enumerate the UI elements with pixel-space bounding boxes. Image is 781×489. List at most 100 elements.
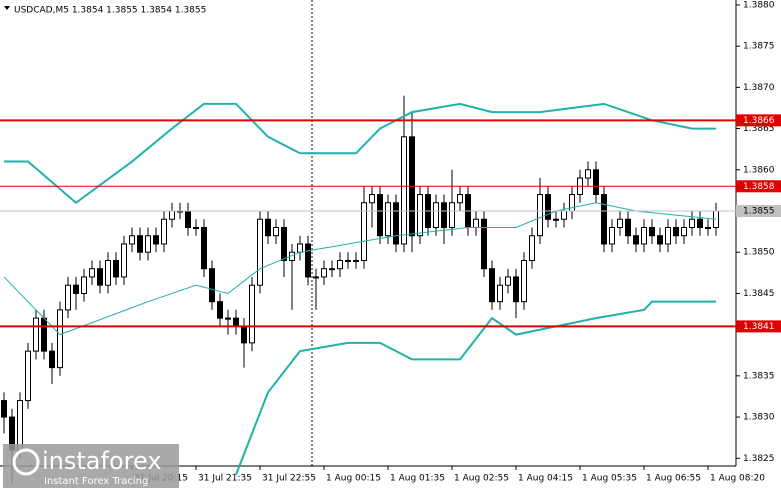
candle-body [529,235,535,261]
candle-body [145,235,151,253]
candle-body [233,317,239,327]
candle-body [17,400,23,451]
candle-body [513,276,519,303]
candle-body [649,226,655,237]
watermark-brand: instaforex [42,447,162,475]
level-label: 1.3866 [743,116,775,126]
candle-body [681,226,687,237]
candle-body [401,136,407,245]
candle-body [337,259,343,270]
candle-body [489,268,495,303]
candle-body [129,235,135,245]
candle-body [377,194,383,237]
candle-body [393,202,399,245]
y-tick-label: 1.3875 [743,42,775,52]
level-label: 1.3858 [743,182,775,192]
candle-body [225,317,231,320]
candle-body [193,226,199,229]
watermark: instaforex Instant Forex Tracing [3,444,179,488]
level-label: 1.3841 [743,322,775,332]
candle-body [657,235,663,245]
indicator-line [235,300,716,476]
title-icon [4,6,10,10]
candle-body [433,202,439,228]
watermark-logo [12,448,40,476]
candle-body [585,169,591,179]
candle-body [1,400,7,418]
candle-body [705,226,711,229]
candle-body [273,226,279,237]
candle-body [265,218,271,237]
candle-body [561,210,567,220]
candle-body [505,276,511,286]
candle-body [361,202,367,261]
candle-body [353,259,359,262]
chart-title: USDCAD,M5 1.3854 1.3855 1.3854 1.3855 [14,6,206,16]
candle-body [121,243,127,278]
candle-body [305,243,311,278]
y-tick-label: 1.3865 [743,124,775,134]
level-label-box [736,320,781,333]
bid-label: 1.3855 [743,207,775,217]
candle-body [329,268,335,271]
candle-body [521,259,527,303]
candle-body [481,218,487,270]
candle-body [185,210,191,228]
candle-body [417,194,423,237]
candle-body [345,259,351,262]
y-tick-label: 1.3870 [743,83,775,93]
candle-body [601,194,607,245]
candle-body [137,235,143,253]
candle-body [625,218,631,237]
x-tick-label: 1 Aug 02:55 [454,474,509,484]
y-tick-label: 1.3835 [743,371,775,381]
x-tick-label: 1 Aug 08:20 [710,474,765,484]
candle-body [457,194,463,204]
candle-body [545,194,551,220]
candle-body [201,226,207,270]
candle-body [313,276,319,279]
candle-body [105,259,111,286]
candle-body [81,276,87,294]
candle-body [113,259,119,278]
candle-body [697,218,703,228]
candle-body [593,169,599,196]
candle-body [633,235,639,245]
candle-body [321,268,327,278]
candle-body [25,350,31,402]
watermark-slogan: Instant Forex Tracing [44,476,148,487]
candle-body [41,317,47,352]
indicator-line [4,102,716,205]
candle-body [209,268,215,303]
candle-body [257,218,263,286]
bid-label-box [736,205,781,218]
y-tick-label: 1.3830 [743,413,775,423]
candle-body [689,218,695,228]
indicator-line [3,202,717,336]
candle-body [169,210,175,220]
candle-body [617,218,623,228]
candle-body [33,317,39,352]
candle-body [297,243,303,253]
x-tick-label: 1 Aug 04:15 [518,474,573,484]
candle-body [217,301,223,319]
candle-body [641,226,647,245]
x-tick-label: 1 Aug 00:15 [326,474,381,484]
y-tick-label: 1.3845 [743,289,775,299]
candle-body [553,218,559,221]
candle-body [665,226,671,245]
candle-body [281,226,287,261]
candle-body [441,202,447,228]
level-label-box [736,180,781,193]
candle-body [89,268,95,278]
x-tick-label: 31 Jul 22:55 [262,474,316,484]
candle-body [97,268,103,286]
x-tick-label: 1 Aug 01:35 [390,474,445,484]
candle-body [385,202,391,237]
candle-body [673,226,679,237]
y-tick-label: 1.3825 [743,454,775,464]
candle-body [609,226,615,245]
